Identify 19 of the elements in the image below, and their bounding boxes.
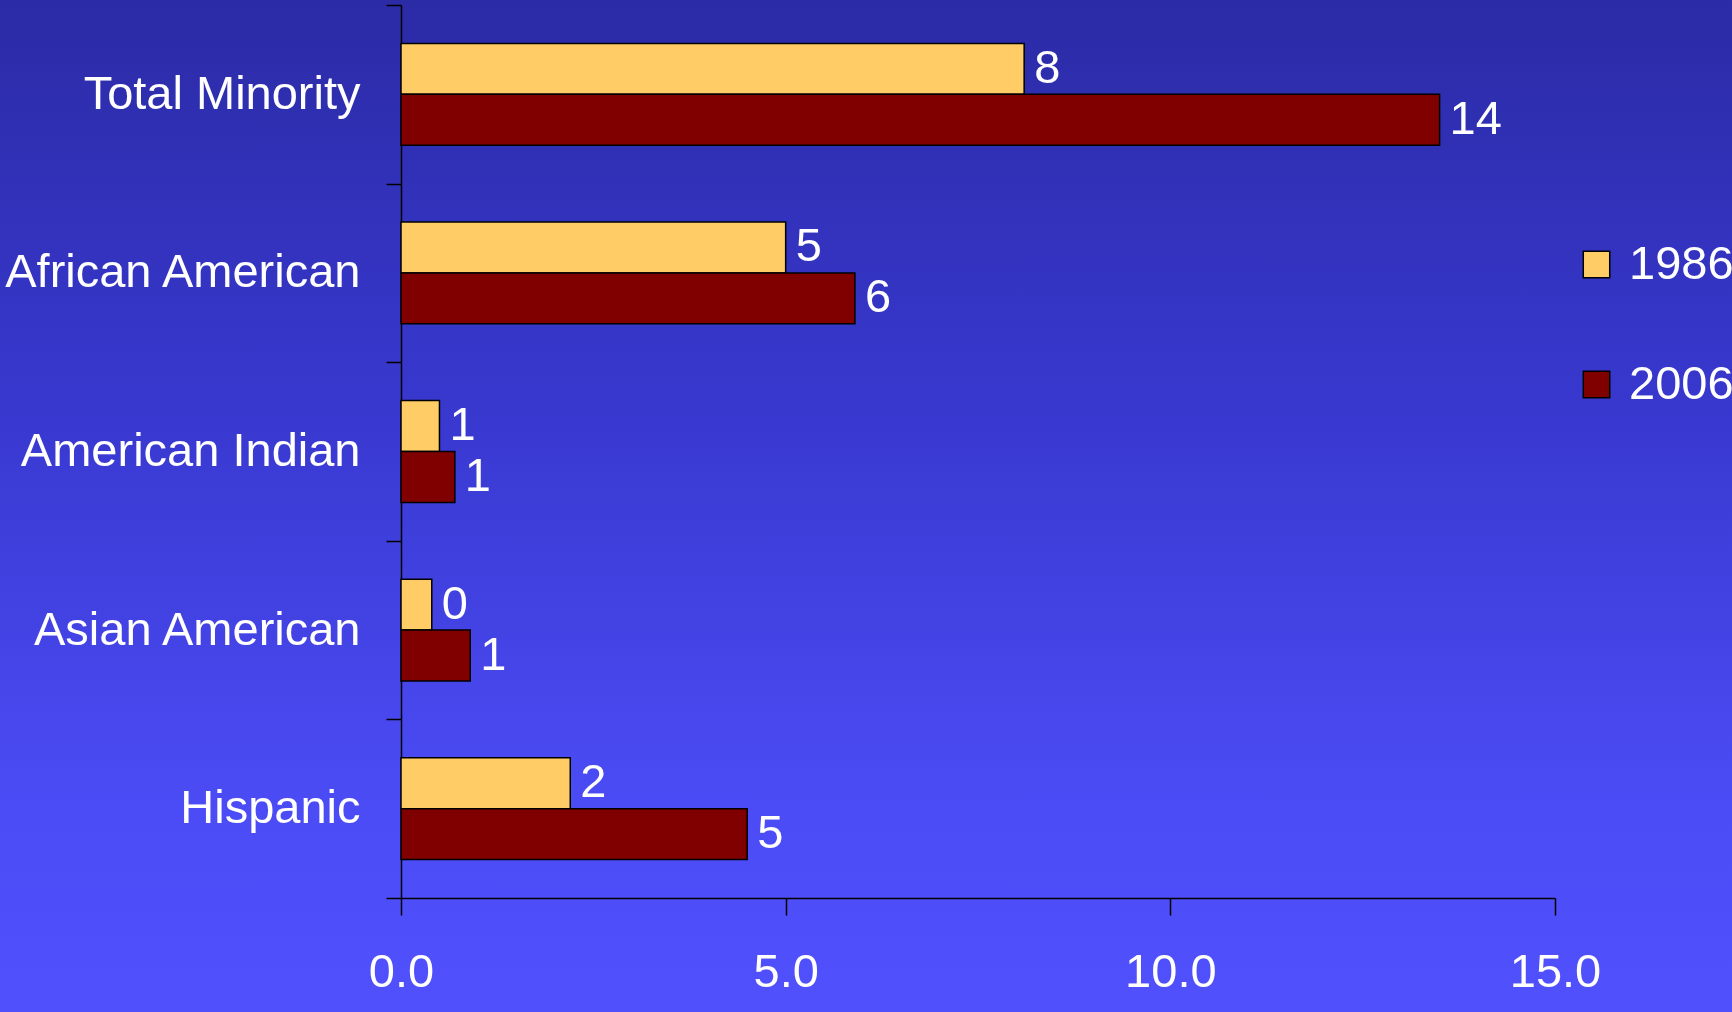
data-label: 14 xyxy=(1449,90,1502,144)
y-tick-label: American Indian xyxy=(20,423,361,476)
y-tick-label: Total Minority xyxy=(83,65,361,119)
data-label: 5 xyxy=(757,805,784,859)
y-tick-label: African American xyxy=(5,244,361,298)
x-tick-label: 15.0 xyxy=(1509,943,1602,997)
y-tick-label: Hispanic xyxy=(180,780,361,834)
y-tick-label: Asian American xyxy=(33,601,361,655)
x-tick-label: 0.0 xyxy=(368,943,435,997)
data-label: 2 xyxy=(580,754,607,808)
x-tick-label: 10.0 xyxy=(1125,943,1217,997)
data-label: 5 xyxy=(795,218,822,272)
data-label: 1 xyxy=(480,626,507,680)
x-tick-label: 5.0 xyxy=(753,943,819,997)
data-label: 8 xyxy=(1034,39,1061,93)
legend-label: 2006 xyxy=(1629,355,1732,409)
data-label: 0 xyxy=(441,575,468,629)
data-label: 6 xyxy=(864,269,892,323)
legend-label: 1986 xyxy=(1629,235,1732,289)
